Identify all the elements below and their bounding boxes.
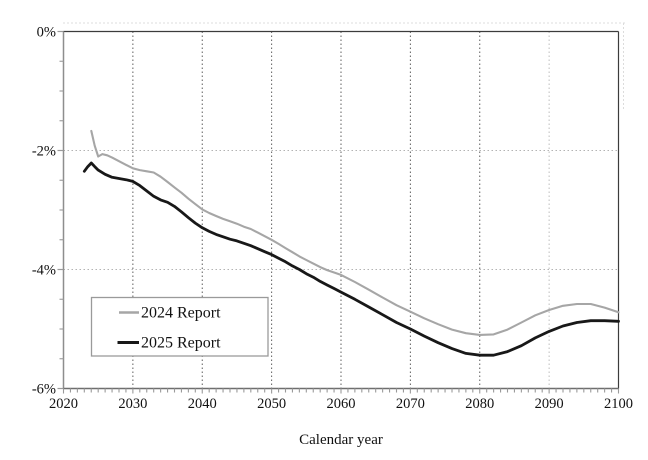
series-line-2024-report	[90, 129, 620, 336]
y-tick-label: -4%	[32, 263, 56, 279]
x-tick-label: 2100	[604, 396, 633, 412]
x-axis-title: Calendar year	[299, 432, 383, 448]
x-tick-label: 2050	[257, 396, 286, 412]
chart-area-border	[63, 22, 626, 110]
x-tick-label: 2030	[118, 396, 147, 412]
tick-labels: 0% -2% -4% -6%2020 2030 2040 2050 2060 2070 2080 2…	[32, 25, 633, 413]
legend-label-2025-report: 2025 Report	[141, 335, 221, 352]
y-tick-label: 0%	[37, 25, 56, 41]
x-tick-label: 2060	[327, 396, 356, 412]
y-tick-label: -6%	[32, 382, 56, 398]
x-tick-label: 2070	[396, 396, 425, 412]
axes	[57, 30, 620, 394]
legend-box	[90, 296, 269, 357]
data-series	[82, 129, 620, 357]
legend: 2024 Report 2025 Report	[90, 296, 269, 357]
x-tick-label: 2020	[49, 396, 78, 412]
x-tick-label: 2080	[465, 396, 494, 412]
series-line-2025-report	[82, 161, 620, 357]
x-tick-label: 2090	[535, 396, 564, 412]
x-tick-label: 2040	[188, 396, 217, 412]
y-tick-label: -2%	[32, 144, 56, 160]
legend-label-2024-report: 2024 Report	[141, 305, 221, 322]
